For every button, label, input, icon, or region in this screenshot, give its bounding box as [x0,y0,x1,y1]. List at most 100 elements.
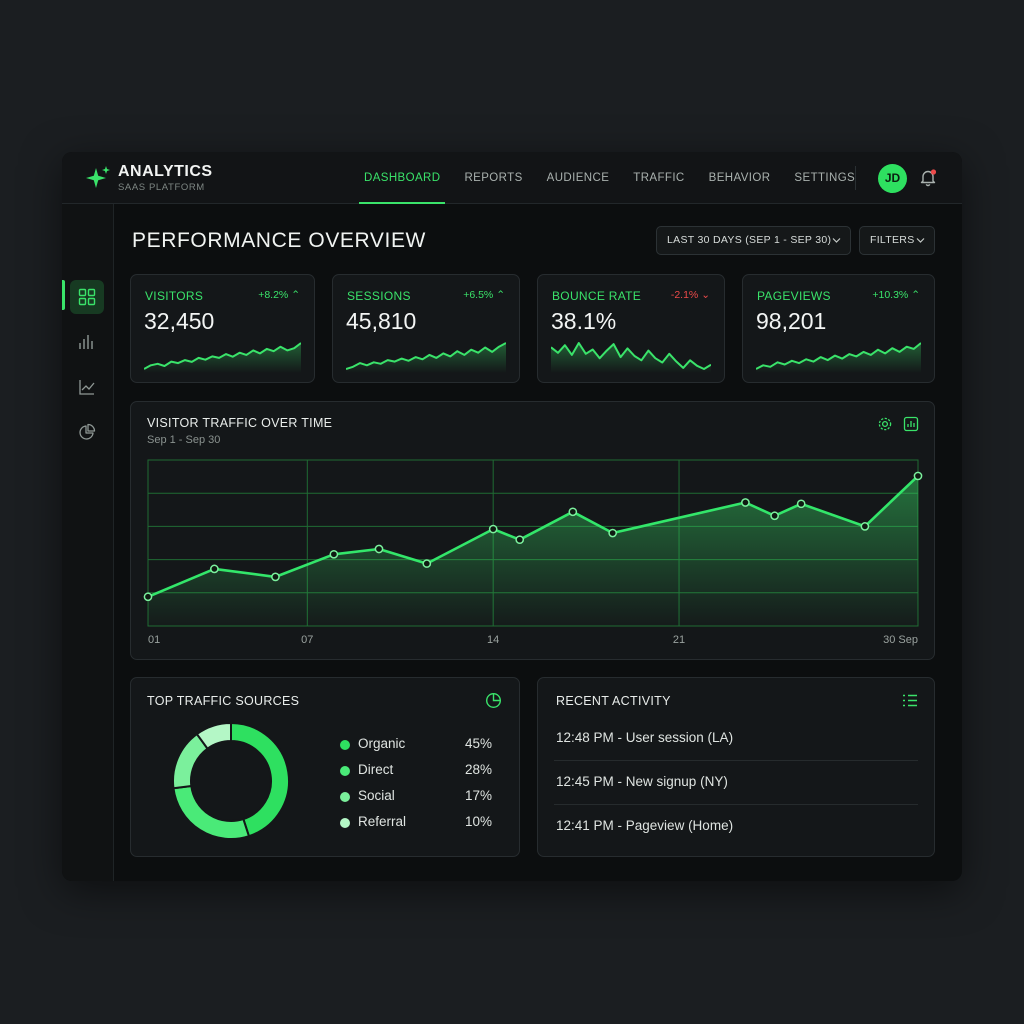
date-range-dropdown[interactable]: LAST 30 DAYS (SEP 1 - SEP 30) [656,226,851,255]
arrow-up-icon: ⌃ [911,289,920,301]
traffic-point [329,549,339,559]
nav-item-dashboard[interactable]: DASHBOARD [352,152,452,204]
x-tick-label: 30 Sep [883,634,918,646]
traffic-point [374,544,384,554]
notification-bell-icon[interactable] [918,168,938,188]
chevron-down-icon [832,238,841,243]
kpi-value: 45,810 [346,308,417,334]
kpi-delta: +8.2% ⌃ [258,289,300,301]
kpi-sparkline [144,342,301,373]
traffic-point [913,471,923,481]
traffic-point [860,522,870,531]
kpi-sparkline [346,342,506,373]
divider [554,804,918,805]
traffic-point [796,499,806,509]
top-bar: ANALYTICS SAAS PLATFORM DASHBOARD REPORT… [62,152,962,204]
sparkline-line [144,342,301,370]
sparkle-logo-icon [86,166,110,188]
notification-dot [930,169,937,175]
legend-name: Organic [358,736,406,751]
nav-item-settings[interactable]: SETTINGS [794,172,856,184]
chart-subtitle: Sep 1 - Sep 30 [147,434,221,446]
traffic-area [148,475,918,626]
legend-pct: 28% [465,762,493,777]
chevron-down-icon [916,238,925,243]
x-tick-label: 07 [301,634,313,646]
filters-label: FILTERS [870,234,915,246]
sparkline-line [756,342,921,370]
traffic-point [741,498,750,507]
traffic-line-chart: 01 07 14 21 30 Sep [143,459,923,646]
divider [554,760,918,761]
date-range-label: LAST 30 DAYS (SEP 1 - SEP 30) [667,234,832,246]
nav-item-reports[interactable]: REPORTS [464,172,523,184]
activity-item[interactable]: 12:41 PM - Pageview (Home) [556,818,734,833]
legend-name: Direct [358,762,394,777]
activity-item[interactable]: 12:48 PM - User session (LA) [556,730,734,745]
traffic-point [422,559,432,568]
sparkline-line [346,342,506,370]
kpi-label: SESSIONS [347,289,411,303]
traffic-sources-card: TOP TRAFFIC SOURCES Organic 45% Direct 2… [130,677,520,857]
kpi-sparkline [551,342,711,373]
kpi-label: PAGEVIEWS [757,289,831,303]
donut-slice [195,721,232,751]
grid-icon [78,288,96,306]
nav-item-traffic[interactable]: TRAFFIC [633,172,685,184]
pie-chart-icon [79,423,96,440]
kpi-label: BOUNCE RATE [552,289,642,303]
brand-title: ANALYTICS [118,163,213,180]
kpi-card-sessions[interactable]: SESSIONS +6.5% ⌃ 45,810 [332,274,520,383]
bar-chart-icon [79,335,93,349]
x-tick-label: 14 [487,634,499,646]
recent-activity-card: RECENT ACTIVITY 12:48 PM - User session … [537,677,935,857]
sidebar [62,204,114,881]
chart-view-icon[interactable] [903,416,919,432]
line-chart-icon [79,380,95,395]
kpi-card-bounce-rate[interactable]: BOUNCE RATE -2.1% ⌄ 38.1% [537,274,725,383]
traffic-sources-donut [172,721,290,840]
activity-item[interactable]: 12:45 PM - New signup (NY) [556,774,728,789]
nav-item-audience[interactable]: AUDIENCE [546,172,610,184]
kpi-card-visitors[interactable]: VISITORS +8.2% ⌃ 32,450 [130,274,315,383]
pie-chart-icon[interactable] [485,692,502,709]
traffic-point [210,564,219,574]
list-icon[interactable] [902,693,918,708]
traffic-point [488,524,498,534]
brand-subtitle: SAAS PLATFORM [118,182,205,193]
legend-pct: 45% [465,736,493,751]
activity-title: RECENT ACTIVITY [556,694,671,708]
settings-gear-icon[interactable] [877,416,893,432]
kpi-value: 32,450 [144,308,215,334]
sidebar-item-reports[interactable] [70,325,104,359]
chart-title: VISITOR TRAFFIC OVER TIME [147,416,333,430]
arrow-up-icon: ⌃ [496,289,505,301]
sources-title: TOP TRAFFIC SOURCES [147,694,300,708]
sparkline-area [144,343,301,373]
traffic-point [143,592,153,602]
legend-dot [340,818,350,828]
topbar-divider [855,166,856,190]
kpi-sparkline [756,342,921,373]
kpi-delta: -2.1% ⌄ [670,289,710,301]
traffic-point [608,528,618,538]
kpi-value: 38.1% [551,308,617,334]
x-tick-label: 01 [148,634,160,646]
arrow-up-icon: ⌃ [291,289,300,301]
legend-pct: 10% [465,814,493,829]
nav-item-behavior[interactable]: BEHAVIOR [708,172,771,184]
kpi-card-pageviews[interactable]: PAGEVIEWS +10.3% ⌃ 98,201 [742,274,935,383]
sparkline-area [551,343,711,373]
sidebar-item-dashboard[interactable] [70,280,104,314]
filters-dropdown[interactable]: FILTERS [859,226,935,255]
sidebar-item-segments[interactable] [70,415,104,449]
user-avatar[interactable]: JD [878,164,907,193]
traffic-point [568,507,578,517]
sidebar-item-trends[interactable] [70,370,104,404]
kpi-label: VISITORS [145,289,204,303]
legend-pct: 17% [465,788,493,803]
legend-dot [340,792,350,802]
legend-dot [340,740,350,750]
kpi-delta: +10.3% ⌃ [872,289,920,301]
legend-name: Referral [358,814,407,829]
